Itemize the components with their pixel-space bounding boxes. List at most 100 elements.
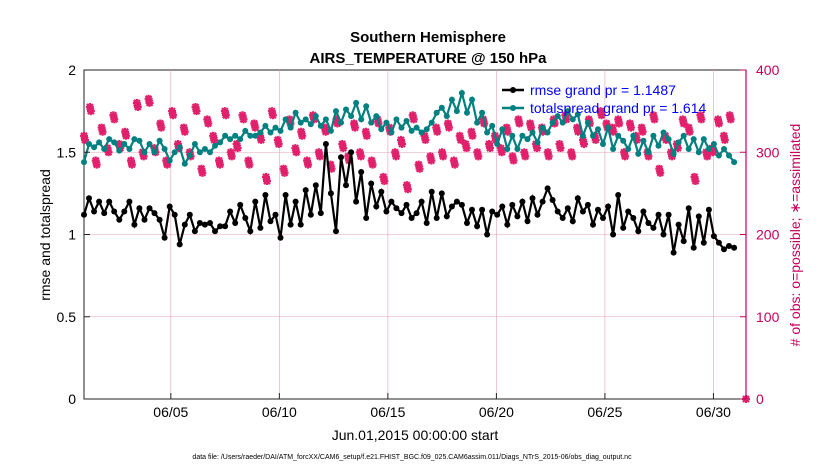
rmse-point (453, 198, 460, 205)
totalspread-point (433, 109, 440, 116)
totalspread-point (423, 126, 430, 133)
rmse-point (700, 239, 707, 246)
obs-assimilated-marker (415, 164, 424, 173)
totalspread-point (317, 122, 324, 129)
totalspread-point (700, 136, 707, 143)
obs-possible-marker (291, 144, 300, 153)
totalspread-point (222, 132, 229, 139)
y-axis-label: rmse and totalspread (37, 169, 53, 301)
obs-possible-marker (725, 111, 734, 120)
rmse-point (101, 210, 108, 217)
totalspread-point (635, 150, 642, 157)
totalspread-point (302, 116, 309, 123)
totalspread-point (595, 126, 601, 133)
obs-possible-marker (520, 148, 529, 157)
totalspread-point (670, 150, 677, 157)
rmse-point (156, 216, 163, 223)
totalspread-point (121, 141, 128, 147)
obs-assimilated-marker (591, 135, 600, 144)
obs-assimilated-marker (597, 111, 606, 120)
obs-possible-marker (379, 172, 388, 181)
totalspread-point (509, 132, 516, 139)
obs-possible-marker (396, 135, 405, 144)
totalspread-point (625, 146, 632, 152)
obs-possible-marker (126, 156, 135, 165)
rmse-point (297, 221, 304, 228)
obs-assimilated-marker (568, 152, 577, 161)
obs-possible-marker (567, 148, 576, 157)
totalspread-point (257, 129, 264, 136)
totalspread-point (479, 109, 486, 116)
totalspread-point (484, 129, 491, 136)
obs-assimilated-marker (562, 115, 571, 124)
totalspread-point (136, 137, 143, 144)
obs-possible-marker (91, 156, 100, 165)
obs-possible-marker (438, 148, 447, 157)
obs-possible-marker (85, 103, 94, 112)
obs-possible-marker (332, 115, 341, 124)
obs-possible-marker (526, 119, 535, 128)
totalspread-point (428, 119, 435, 126)
totalspread-point (710, 141, 717, 147)
x-tick-label: 06/30 (696, 404, 731, 420)
rmse-point (610, 231, 617, 238)
totalspread-point (494, 141, 501, 147)
rmse-point (166, 203, 173, 210)
totalspread-point (655, 142, 662, 149)
totalspread-point (499, 126, 506, 133)
rmse-point (247, 228, 254, 235)
rmse-point (529, 195, 536, 202)
obs-assimilated-marker (456, 135, 465, 144)
totalspread-point (705, 146, 712, 152)
x-tick-label: 06/05 (153, 404, 188, 420)
obs-assimilated-marker (650, 115, 659, 124)
obs-possible-marker (256, 131, 265, 140)
rmse-point (201, 221, 208, 228)
totalspread-point (272, 124, 279, 131)
rmse-point (625, 208, 632, 215)
obs-assimilated-marker (110, 115, 119, 124)
rmse-point (252, 198, 259, 205)
obs-assimilated-marker (180, 127, 189, 136)
totalspread-point (201, 146, 208, 152)
obs-assimilated-marker (574, 127, 583, 136)
totalspread-point (358, 116, 365, 123)
rmse-point (715, 239, 722, 246)
rmse-point (519, 198, 526, 205)
rmse-point (549, 197, 556, 203)
y-tick-label: 2 (68, 62, 76, 78)
x-tick-label: 06/25 (587, 404, 622, 420)
rmse-point (282, 192, 289, 198)
totalspread-point (217, 139, 224, 146)
obs-assimilated-marker (139, 152, 148, 161)
obs-possible-marker (696, 111, 705, 120)
obs-possible-marker (443, 119, 452, 128)
obs-assimilated-marker (198, 168, 207, 177)
rmse-point (322, 141, 329, 147)
totalspread-point (690, 136, 697, 143)
rmse-point (348, 149, 355, 156)
obs-assimilated-marker (638, 127, 647, 136)
obs-possible-marker (250, 119, 259, 128)
totalspread-point (715, 152, 722, 159)
rmse-point (131, 221, 138, 228)
x-axis-label: Jun.01,2015 00:00:00 start (332, 427, 499, 443)
totalspread-point (156, 137, 163, 144)
rmse-point (418, 198, 425, 205)
totalspread-point (312, 113, 319, 120)
rmse-point (207, 220, 213, 226)
rmse-point (227, 208, 234, 215)
obs-possible-marker (690, 172, 699, 181)
rmse-point (484, 231, 491, 238)
rmse-point (196, 220, 203, 226)
totalspread-point (227, 136, 234, 143)
y-right-tick-label: 0 (756, 391, 764, 407)
totalspread-point (383, 119, 390, 126)
obs-possible-marker (543, 148, 552, 157)
totalspread-point (131, 136, 138, 143)
rmse-point (312, 182, 319, 189)
totalspread-point (91, 144, 98, 151)
obs-assimilated-marker (468, 131, 477, 140)
rmse-point (731, 244, 738, 251)
rmse-point (635, 228, 642, 235)
